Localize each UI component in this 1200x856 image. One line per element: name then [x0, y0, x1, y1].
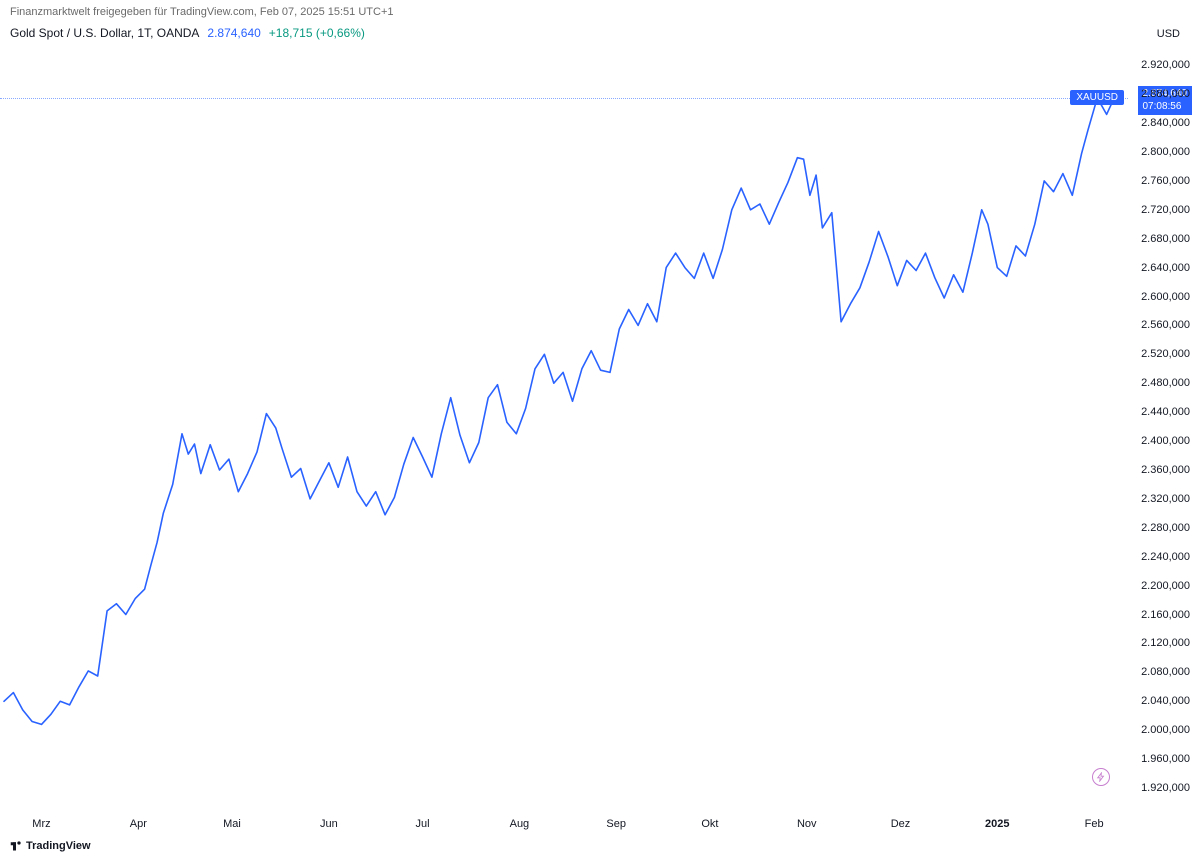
x-tick-label: Nov	[797, 818, 817, 830]
y-tick-label: 2.480,000	[1141, 377, 1190, 389]
y-tick-label: 2.600,000	[1141, 291, 1190, 303]
x-tick-label: Feb	[1085, 818, 1104, 830]
x-tick-label: Apr	[130, 818, 147, 830]
x-tick-label: Aug	[510, 818, 530, 830]
tradingview-watermark[interactable]: TradingView	[10, 840, 91, 852]
watermark-text: TradingView	[26, 840, 91, 852]
y-tick-label: 2.360,000	[1141, 464, 1190, 476]
tradingview-logo-icon	[10, 840, 22, 852]
y-tick-label: 2.320,000	[1141, 493, 1190, 505]
chart-area[interactable]: XAUUSD	[0, 48, 1128, 818]
y-tick-label: 2.040,000	[1141, 695, 1190, 707]
x-axis[interactable]: Mrz Apr Mai Jun Jul Aug Sep Okt Nov Dez 2025 Feb	[0, 818, 1128, 838]
price-line-chart	[0, 48, 1128, 818]
x-tick-label: Jul	[416, 818, 430, 830]
current-price-line	[0, 98, 1128, 99]
y-axis[interactable]: 2.874,640 07:08:56 2.920,0002.880,0002.8…	[1128, 48, 1200, 818]
y-tick-label: 1.920,000	[1141, 782, 1190, 794]
x-tick-label: Dez	[891, 818, 911, 830]
y-tick-label: 2.080,000	[1141, 666, 1190, 678]
y-tick-label: 2.000,000	[1141, 724, 1190, 736]
y-tick-label: 2.640,000	[1141, 262, 1190, 274]
y-tick-label: 2.440,000	[1141, 406, 1190, 418]
y-tick-label: 2.280,000	[1141, 522, 1190, 534]
currency-label[interactable]: USD	[1157, 28, 1180, 40]
y-tick-label: 2.760,000	[1141, 175, 1190, 187]
y-tick-label: 2.520,000	[1141, 348, 1190, 360]
y-tick-label: 1.960,000	[1141, 753, 1190, 765]
y-tick-label: 2.200,000	[1141, 580, 1190, 592]
y-tick-label: 2.120,000	[1141, 637, 1190, 649]
y-tick-label: 2.560,000	[1141, 319, 1190, 331]
y-tick-label: 2.160,000	[1141, 609, 1190, 621]
y-tick-label: 2.400,000	[1141, 435, 1190, 447]
x-tick-label: Mrz	[32, 818, 50, 830]
ticker-badge: XAUUSD	[1070, 90, 1124, 105]
x-tick-label: Sep	[606, 818, 626, 830]
y-tick-label: 2.680,000	[1141, 233, 1190, 245]
y-tick-label: 2.920,000	[1141, 59, 1190, 71]
y-tick-label: 2.880,000	[1141, 88, 1190, 100]
x-tick-label: 2025	[985, 818, 1009, 830]
y-tick-label: 2.240,000	[1141, 551, 1190, 563]
attribution-text: Finanzmarktwelt freigegeben für TradingV…	[10, 6, 393, 18]
x-tick-label: Okt	[701, 818, 718, 830]
x-tick-label: Jun	[320, 818, 338, 830]
y-tick-label: 2.840,000	[1141, 117, 1190, 129]
x-tick-label: Mai	[223, 818, 241, 830]
y-tick-label: 2.800,000	[1141, 146, 1190, 158]
symbol-change: +18,715 (+0,66%)	[269, 26, 365, 40]
symbol-name[interactable]: Gold Spot / U.S. Dollar, 1T, OANDA	[10, 26, 199, 40]
symbol-price: 2.874,640	[207, 26, 260, 40]
y-tick-label: 2.720,000	[1141, 204, 1190, 216]
symbol-bar: Gold Spot / U.S. Dollar, 1T, OANDA 2.874…	[10, 26, 365, 40]
